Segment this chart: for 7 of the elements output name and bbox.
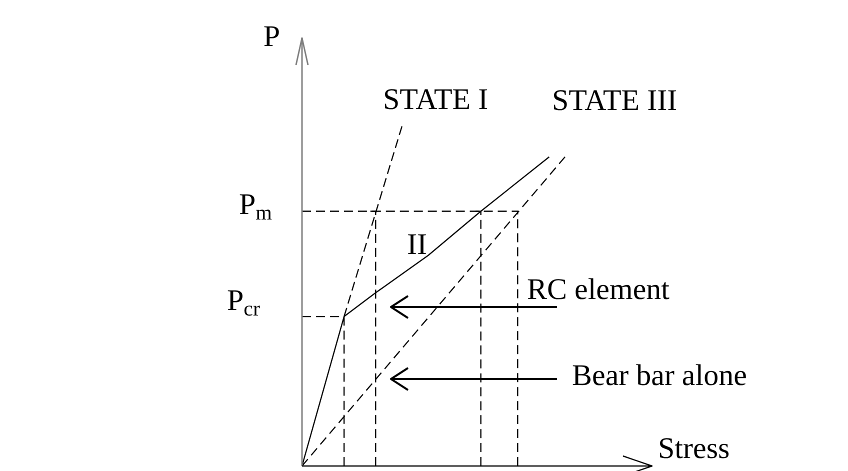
text: Bear bar alone (572, 359, 747, 392)
text: STATE I (383, 83, 488, 116)
annotation: RC element (527, 273, 670, 306)
annotation: II (407, 228, 428, 261)
text: STATE III (552, 84, 678, 117)
y-axis-title: P (263, 20, 280, 53)
x-axis-title: Stress (658, 432, 730, 465)
